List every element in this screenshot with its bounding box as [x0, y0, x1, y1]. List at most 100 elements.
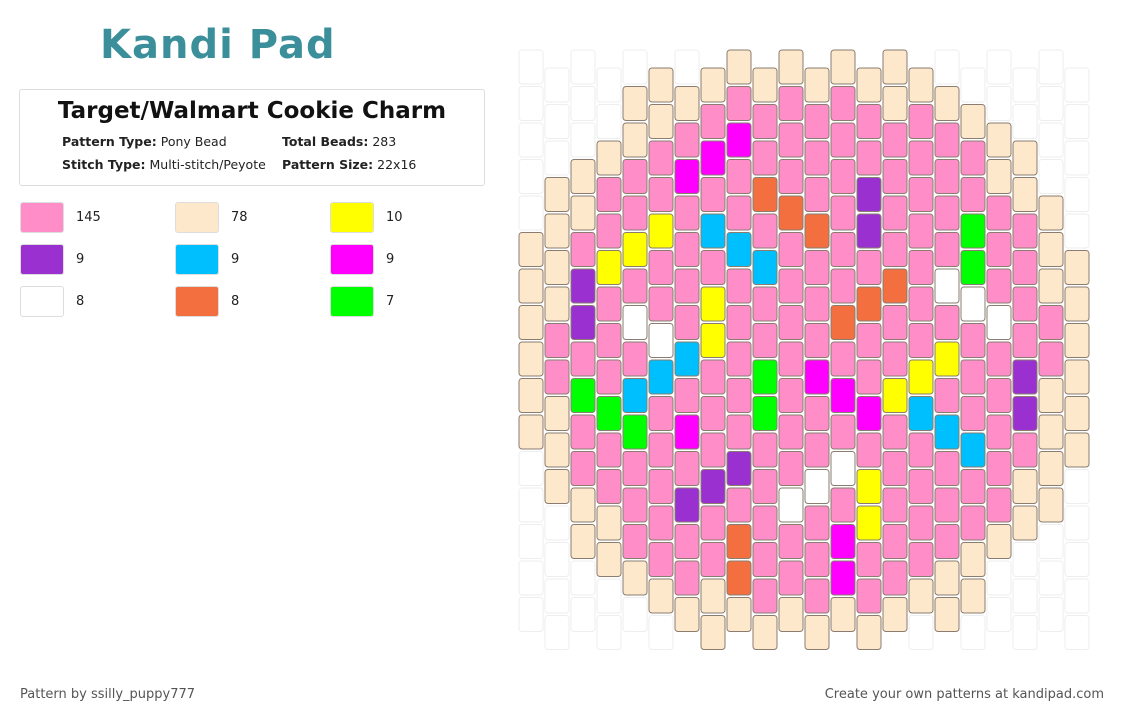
bead [622, 305, 648, 340]
bead [622, 268, 648, 304]
empty-bead [544, 67, 570, 103]
bead [1012, 213, 1038, 249]
bead [544, 359, 570, 395]
empty-bead [1064, 213, 1090, 249]
bead [1038, 268, 1064, 304]
bead [674, 232, 700, 267]
bead [1012, 396, 1038, 431]
bead [700, 432, 726, 468]
empty-bead [596, 578, 622, 614]
bead [856, 250, 882, 285]
bead [908, 578, 934, 614]
bead [700, 578, 726, 614]
bead [596, 213, 622, 249]
bead [648, 250, 674, 285]
empty-bead [596, 104, 622, 139]
empty-bead [986, 597, 1012, 632]
bead [1012, 505, 1038, 541]
swatch [330, 286, 374, 317]
swatch [175, 244, 219, 275]
legend-item: 78 [175, 202, 248, 233]
swatch [175, 202, 219, 233]
empty-bead [544, 140, 570, 176]
bead [674, 524, 700, 559]
empty-bead [518, 524, 544, 559]
bead [648, 177, 674, 212]
bead [596, 177, 622, 212]
site-link[interactable]: Create your own patterns at kandipad.com [824, 687, 1104, 702]
bead [1038, 341, 1064, 377]
bead [856, 213, 882, 249]
bead [570, 268, 596, 304]
bead [726, 86, 752, 121]
field: Pattern Size: 22x16 [282, 157, 442, 172]
bead [726, 159, 752, 194]
empty-bead [1064, 469, 1090, 504]
bead [960, 432, 986, 468]
bead [596, 432, 622, 468]
bead-count: 9 [386, 252, 395, 267]
bead [934, 560, 960, 596]
bead [674, 560, 700, 596]
bead [882, 597, 908, 632]
bead [986, 305, 1012, 340]
bead [908, 177, 934, 212]
legend-item: 9 [175, 244, 239, 275]
bead [726, 122, 752, 158]
bead [986, 122, 1012, 158]
bead [934, 414, 960, 450]
bead [752, 505, 778, 541]
bead [830, 268, 856, 304]
bead [778, 49, 804, 85]
bead [752, 177, 778, 212]
logo[interactable]: Kandi Pad [100, 22, 336, 68]
bead [726, 305, 752, 340]
bead [1038, 305, 1064, 340]
bead [856, 177, 882, 212]
bead [908, 104, 934, 139]
field-value: 283 [372, 134, 397, 149]
bead [1012, 323, 1038, 358]
empty-bead [1038, 122, 1064, 158]
bead [934, 232, 960, 267]
empty-bead [648, 615, 674, 650]
bead [570, 305, 596, 340]
bead [752, 67, 778, 103]
bead [674, 378, 700, 413]
bead [570, 414, 596, 450]
bead [882, 451, 908, 486]
bead [648, 396, 674, 431]
bead [960, 140, 986, 176]
bead [752, 396, 778, 431]
bead [882, 378, 908, 413]
bead [778, 122, 804, 158]
bead [856, 578, 882, 614]
bead [726, 341, 752, 377]
bead [986, 232, 1012, 267]
bead [752, 469, 778, 504]
bead [778, 451, 804, 486]
bead [674, 195, 700, 231]
bead [908, 67, 934, 103]
bead [700, 542, 726, 577]
bead [518, 232, 544, 267]
bead [882, 305, 908, 340]
bead [830, 122, 856, 158]
bead [778, 414, 804, 450]
bead [726, 378, 752, 413]
field-value: 22x16 [377, 157, 417, 172]
empty-bead [570, 49, 596, 85]
bead [908, 359, 934, 395]
empty-bead [518, 195, 544, 231]
legend-item: 9 [20, 244, 84, 275]
bead [830, 305, 856, 340]
bead [778, 487, 804, 523]
bead [700, 323, 726, 358]
bead [934, 195, 960, 231]
bead [544, 396, 570, 431]
empty-bead [518, 451, 544, 486]
field-label: Pattern Size: [282, 157, 374, 172]
bead [1038, 232, 1064, 267]
bead [960, 578, 986, 614]
bead [752, 323, 778, 358]
